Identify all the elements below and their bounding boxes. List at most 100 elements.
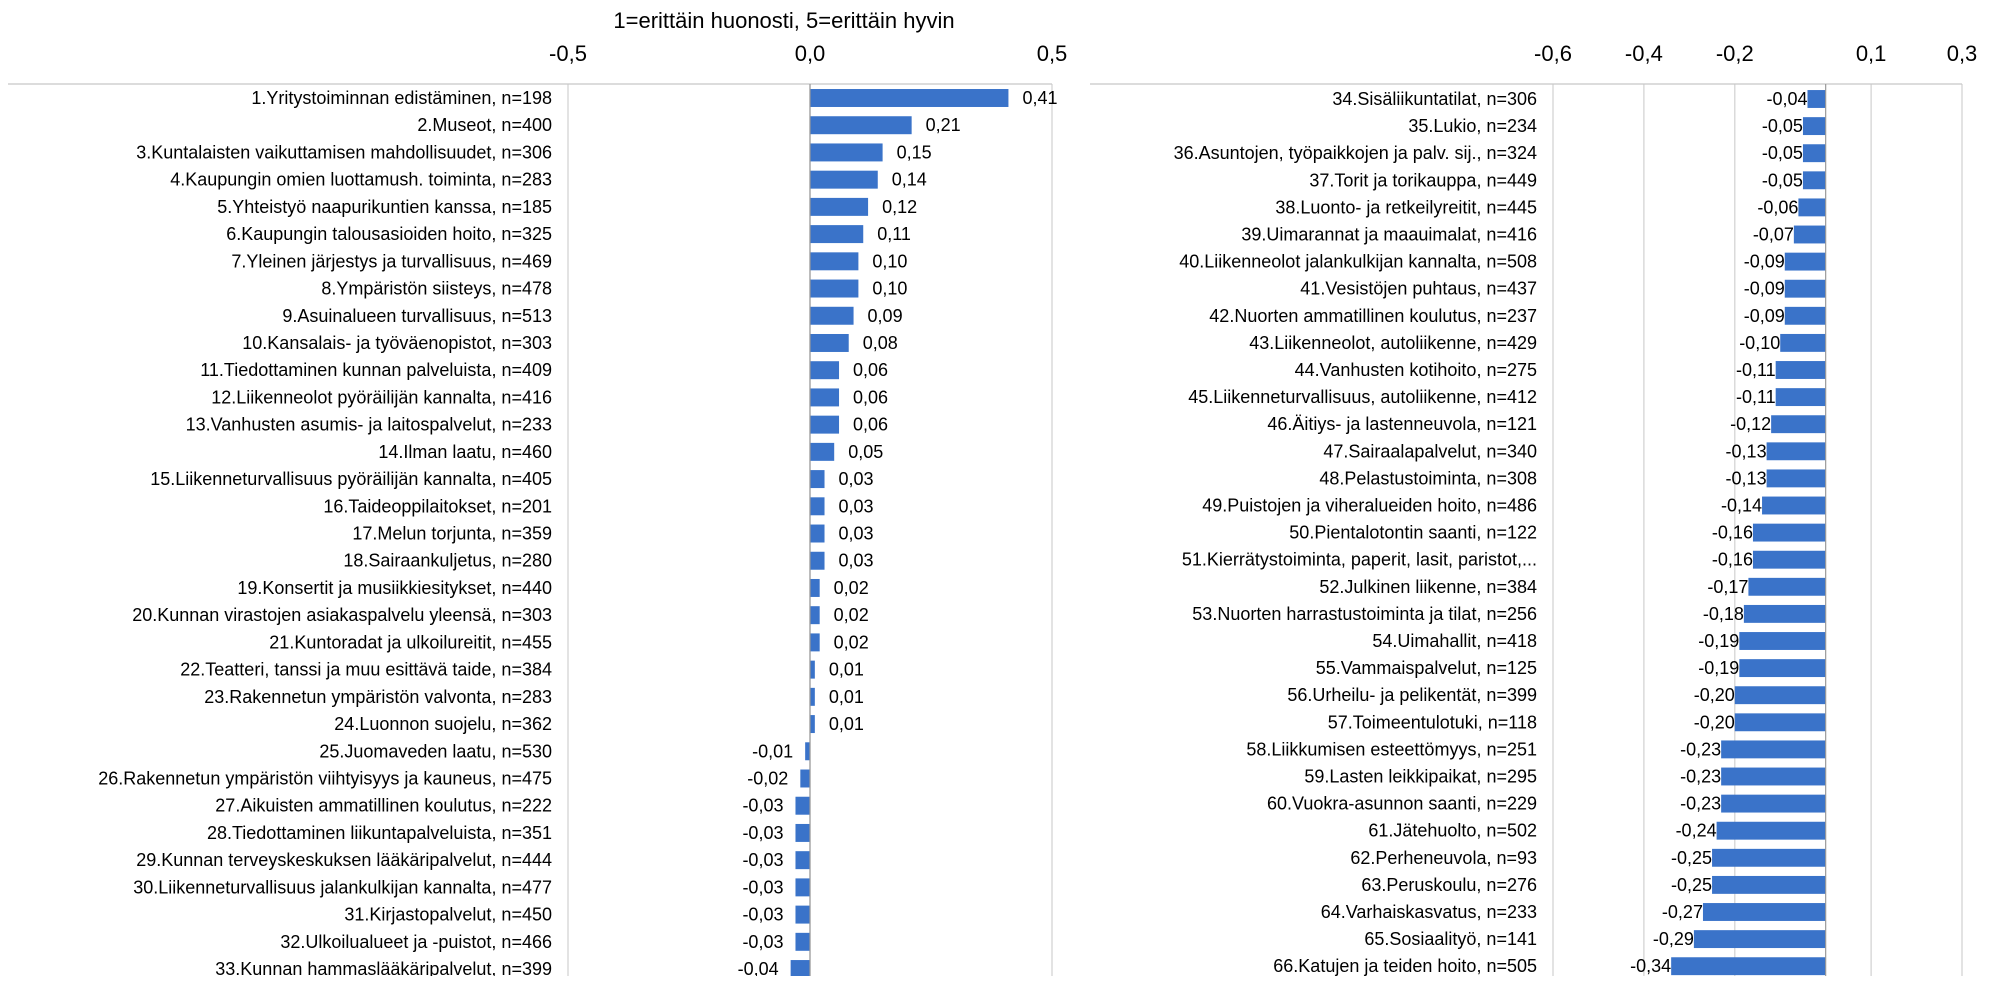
right-bar [1802, 117, 1826, 136]
left-category-label: 25.Juomaveden laatu, n=530 [319, 741, 552, 761]
right-bar [1802, 171, 1826, 190]
left-value-label: -0,03 [742, 796, 783, 816]
right-tick-label: -0,2 [1716, 41, 1754, 66]
right-value-label: -0,04 [1766, 89, 1807, 109]
right-bar [1671, 957, 1826, 976]
left-value-label: -0,03 [742, 823, 783, 843]
left-value-label: -0,02 [747, 769, 788, 789]
left-category-label: 2.Museot, n=400 [417, 115, 552, 135]
left-tick-label: 0,5 [1037, 41, 1068, 66]
left-value-label: -0,03 [742, 905, 783, 925]
right-category-label: 36.Asuntojen, työpaikkojen ja palv. sij.… [1174, 143, 1537, 163]
left-category-label: 3.Kuntalaisten vaikuttamisen mahdollisuu… [136, 142, 552, 162]
right-value-label: -0,19 [1698, 658, 1739, 678]
left-value-label: 0,10 [872, 251, 907, 271]
left-bar [810, 715, 815, 734]
left-bar [810, 89, 1009, 107]
right-bar [1802, 144, 1826, 163]
right-category-label: 42.Nuorten ammatillinen koulutus, n=237 [1209, 306, 1537, 326]
left-value-label: 0,10 [872, 279, 907, 299]
right-value-label: -0,16 [1712, 523, 1753, 543]
left-bar [795, 905, 810, 924]
left-category-label: 32.Ulkoilualueet ja -puistot, n=466 [280, 932, 552, 952]
left-category-label: 31.Kirjastopalvelut, n=450 [344, 905, 552, 925]
left-bar [810, 470, 825, 489]
right-bar [1721, 767, 1826, 786]
right-value-label: -0,25 [1671, 848, 1712, 868]
right-category-label: 63.Peruskoulu, n=276 [1361, 875, 1537, 895]
left-bar [810, 497, 825, 516]
left-category-label: 24.Luonnon suojelu, n=362 [334, 714, 552, 734]
left-value-label: 0,06 [853, 360, 888, 380]
left-chart-title: 1=erittäin huonosti, 5=erittäin hyvin [613, 8, 954, 33]
left-value-label: 0,01 [829, 714, 864, 734]
right-bar [1693, 930, 1826, 949]
left-category-label: 15.Liikenneturvallisuus pyöräilijän kann… [150, 469, 552, 489]
right-category-label: 48.Pelastustoiminta, n=308 [1319, 468, 1537, 488]
left-category-label: 11.Tiedottaminen kunnan palveluista, n=4… [200, 360, 552, 380]
left-category-label: 27.Aikuisten ammatillinen koulutus, n=22… [215, 796, 552, 816]
right-category-label: 55.Vammaispalvelut, n=125 [1316, 658, 1537, 678]
left-value-label: 0,12 [882, 197, 917, 217]
right-bar [1734, 686, 1826, 705]
right-category-label: 57.Toimeentulotuki, n=118 [1328, 712, 1537, 732]
left-bar [795, 932, 810, 951]
left-bar [805, 742, 810, 761]
right-bar [1784, 279, 1826, 298]
left-bar [810, 197, 869, 216]
left-value-label: 0,06 [853, 415, 888, 435]
right-category-label: 65.Sosiaalityö, n=141 [1364, 929, 1537, 949]
right-bar [1775, 361, 1826, 379]
right-value-label: -0,09 [1744, 306, 1785, 326]
right-category-label: 45.Liikenneturvallisuus, autoliikenne, n… [1188, 387, 1537, 407]
left-bar [795, 796, 810, 815]
left-value-label: 0,11 [877, 224, 911, 244]
left-category-label: 21.Kuntoradat ja ulkoilureitit, n=455 [269, 632, 552, 652]
right-value-label: -0,06 [1757, 197, 1798, 217]
left-bar [810, 225, 864, 244]
left-category-label: 20.Kunnan virastojen asiakaspalvelu ylee… [132, 605, 552, 625]
right-value-label: -0,24 [1676, 821, 1717, 841]
left-bar [810, 524, 825, 543]
right-category-label: 60.Vuokra-asunnon saanti, n=229 [1267, 794, 1537, 814]
left-bar [790, 960, 810, 979]
right-bar [1712, 848, 1826, 867]
left-value-label: 0,03 [839, 551, 874, 571]
right-tick-label: -0,4 [1625, 41, 1663, 66]
left-value-label: 0,03 [839, 524, 874, 544]
left-bar [810, 279, 859, 298]
right-bar [1807, 90, 1826, 108]
right-category-label: 35.Lukio, n=234 [1408, 116, 1537, 136]
right-bar [1793, 225, 1826, 244]
right-value-label: -0,23 [1680, 739, 1721, 759]
right-category-label: 44.Vanhusten kotihoito, n=275 [1295, 360, 1537, 380]
left-value-label: 0,15 [897, 142, 932, 162]
right-bar [1748, 577, 1826, 596]
right-bar [1775, 388, 1826, 407]
right-category-label: 59.Lasten leikkipaikat, n=295 [1304, 767, 1537, 787]
right-value-label: -0,14 [1721, 496, 1762, 516]
right-value-label: -0,13 [1726, 441, 1767, 461]
right-bar [1784, 306, 1826, 325]
right-category-label: 40.Liikenneolot jalankulkijan kannalta, … [1179, 252, 1537, 272]
left-bar [810, 633, 820, 652]
right-value-label: -0,27 [1662, 902, 1703, 922]
right-bar [1734, 713, 1826, 732]
left-category-label: 9.Asuinalueen turvallisuus, n=513 [282, 306, 552, 326]
right-value-label: -0,23 [1680, 794, 1721, 814]
left-value-label: 0,03 [839, 469, 874, 489]
right-bar [1743, 604, 1826, 623]
right-bar [1721, 794, 1826, 813]
right-value-label: -0,29 [1653, 929, 1694, 949]
right-value-label: -0,13 [1726, 468, 1767, 488]
right-value-label: -0,19 [1698, 631, 1739, 651]
left-bar [810, 143, 883, 162]
left-category-label: 33.Kunnan hammaslääkäripalvelut, n=399 [215, 959, 552, 976]
left-category-label: 10.Kansalais- ja työväenopistot, n=303 [242, 333, 552, 353]
left-category-label: 13.Vanhusten asumis- ja laitospalvelut, … [186, 415, 552, 435]
right-category-label: 52.Julkinen liikenne, n=384 [1319, 577, 1537, 597]
left-bar [810, 442, 835, 461]
right-value-label: -0,20 [1694, 712, 1735, 732]
left-value-label: -0,03 [742, 932, 783, 952]
